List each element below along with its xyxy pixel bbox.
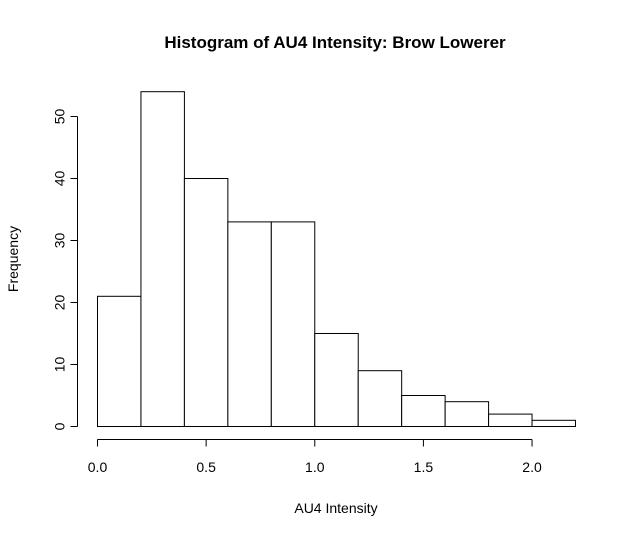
x-tick-label-4: 2.0 (522, 459, 542, 475)
y-tick-label-2: 20 (52, 295, 68, 311)
bars-group (97, 91, 577, 428)
y-axis: 0 10 20 30 40 50 (52, 109, 78, 430)
histogram-bar-2 (183, 178, 229, 427)
histogram-bar-7 (401, 395, 446, 427)
histogram-bar-5 (314, 333, 359, 427)
y-tick-label-5: 50 (52, 109, 68, 125)
histogram-bar-10 (531, 419, 577, 427)
histogram-bar-8 (444, 401, 490, 428)
histogram-bar-4 (270, 221, 316, 427)
y-tick-label-4: 40 (52, 171, 68, 187)
y-axis-label: Frequency (5, 226, 21, 292)
chart-title: Histogram of AU4 Intensity: Brow Lowerer (164, 33, 506, 52)
histogram-bar-9 (488, 413, 533, 428)
histogram-bar-3 (227, 221, 272, 427)
y-tick-label-0: 0 (52, 422, 68, 430)
x-axis: 0.0 0.5 1.0 1.5 2.0 (88, 439, 542, 475)
histogram-bar-0 (97, 295, 142, 427)
histogram-bar-1 (140, 91, 185, 427)
x-tick-label-3: 1.5 (414, 459, 434, 475)
x-tick-label-1: 0.5 (196, 459, 216, 475)
x-tick-label-0: 0.0 (88, 459, 108, 475)
x-tick-label-2: 1.0 (305, 459, 325, 475)
histogram-bar-6 (357, 370, 403, 428)
y-tick-label-3: 30 (52, 233, 68, 249)
x-axis-label: AU4 Intensity (294, 500, 377, 516)
y-tick-label-1: 10 (52, 357, 68, 373)
